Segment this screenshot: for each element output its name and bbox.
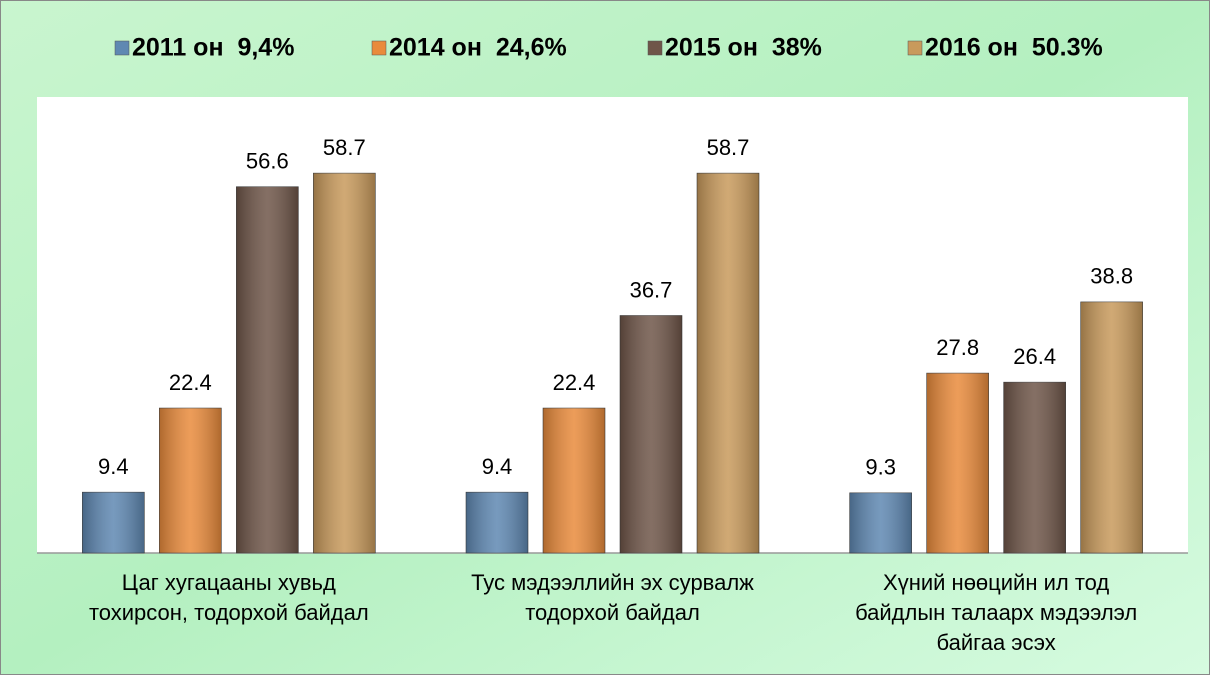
bar bbox=[82, 491, 145, 554]
data-label: 9.4 bbox=[98, 454, 129, 479]
data-label: 58.7 bbox=[707, 135, 750, 160]
bar bbox=[159, 407, 222, 554]
data-label: 9.4 bbox=[482, 454, 513, 479]
data-label: 38.8 bbox=[1090, 264, 1133, 289]
bar bbox=[313, 172, 376, 554]
bar bbox=[926, 372, 989, 554]
data-label: 22.4 bbox=[553, 370, 596, 395]
x-tick-label: Хүний нөөцийн ил тод байдлын талаарх мэд… bbox=[855, 570, 1138, 655]
bar bbox=[236, 186, 299, 554]
legend-swatch bbox=[647, 40, 663, 56]
data-label: 36.7 bbox=[630, 277, 673, 302]
legend-label: 2011 он 9,4% bbox=[132, 34, 294, 62]
legend-label: 2015 он 38% bbox=[665, 34, 822, 62]
legend-swatch bbox=[114, 40, 130, 56]
legend-swatch bbox=[371, 40, 387, 56]
data-label: 56.6 bbox=[246, 149, 289, 174]
bar bbox=[619, 315, 683, 554]
legend-swatch bbox=[907, 40, 923, 56]
data-label: 58.7 bbox=[323, 135, 366, 160]
plot-area bbox=[37, 97, 1188, 553]
data-label: 22.4 bbox=[169, 370, 212, 395]
bar bbox=[542, 407, 606, 554]
bar bbox=[696, 172, 760, 554]
bar bbox=[1080, 301, 1143, 554]
legend-label: 2014 он 24,6% bbox=[389, 34, 567, 62]
data-label: 9.3 bbox=[865, 455, 896, 480]
bar bbox=[849, 492, 912, 554]
x-tick-label: Тус мэдээллийн эх сурвалж тодорхой байда… bbox=[471, 570, 754, 625]
legend-label: 2016 он 50.3% bbox=[925, 34, 1103, 62]
data-label: 27.8 bbox=[936, 335, 979, 360]
data-label: 26.4 bbox=[1013, 344, 1056, 369]
bar bbox=[1003, 381, 1066, 554]
x-tick-label: Цаг хугацааны хувьд тохирсон, тодорхой б… bbox=[88, 570, 369, 625]
bar bbox=[465, 491, 529, 554]
